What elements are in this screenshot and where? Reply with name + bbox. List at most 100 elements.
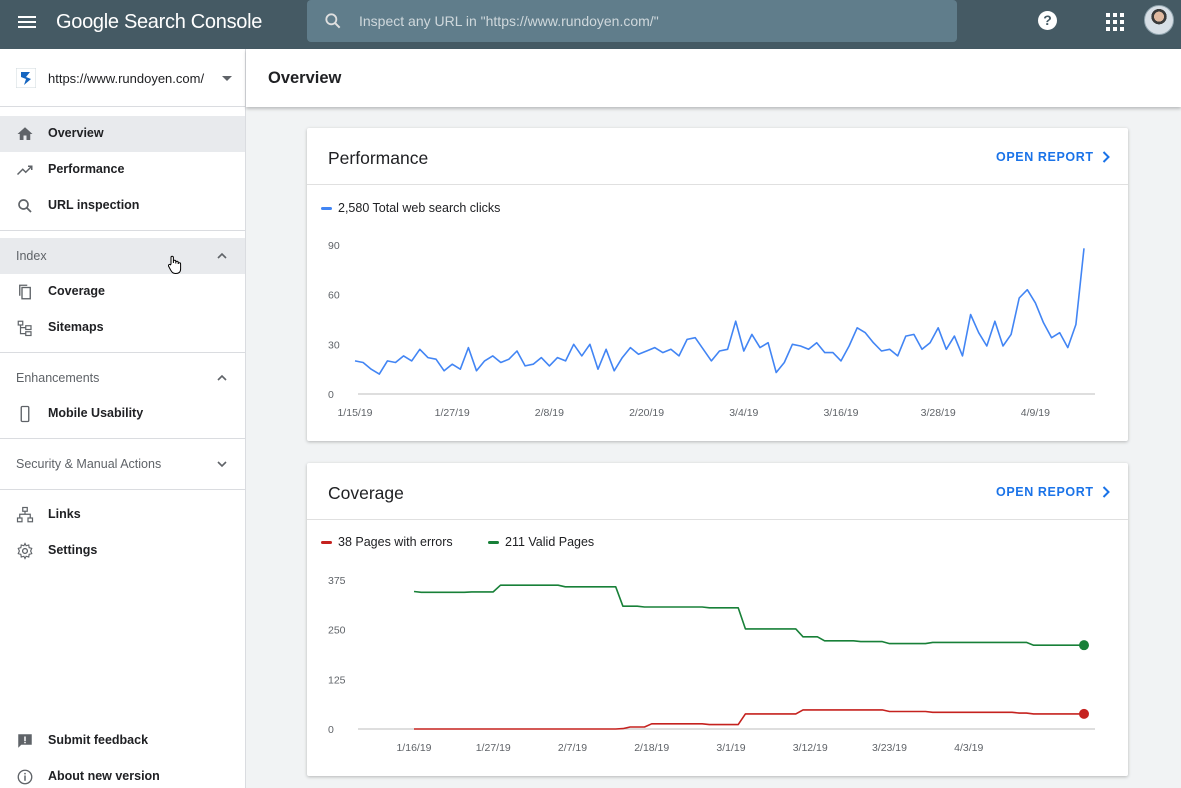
- sidebar-item-label: URL inspection: [48, 198, 140, 212]
- x-tick-label: 3/1/19: [716, 742, 745, 754]
- search-icon: [18, 199, 32, 213]
- x-tick-label: 1/27/19: [435, 407, 470, 419]
- sidebar-item-sitemaps[interactable]: Sitemaps: [0, 310, 245, 346]
- legend-swatch: [321, 206, 332, 210]
- divider: [0, 352, 245, 353]
- coverage-chart: 375 250 125 0 1/16/19 1/27/19 2/7/19 2/18/19 3/1…: [328, 575, 1095, 754]
- series-line-pages-with-errors: [414, 709, 1084, 730]
- sidebar-item-overview[interactable]: Overview: [0, 116, 245, 152]
- x-tick-label: 1/27/19: [476, 742, 511, 754]
- search-icon: [325, 13, 341, 29]
- y-tick-label: 125: [328, 674, 346, 686]
- legend-swatch: [321, 540, 332, 544]
- y-tick-label: 0: [328, 389, 334, 401]
- y-tick-label: 60: [328, 290, 340, 302]
- apps-grid-icon[interactable]: [1106, 13, 1124, 31]
- legend-label: 2,580 Total web search clicks: [338, 201, 501, 215]
- sidebar-item-performance[interactable]: Performance: [0, 152, 245, 188]
- legend-clicks[interactable]: 2,580 Total web search clicks: [321, 201, 500, 215]
- y-tick-label: 375: [328, 575, 346, 587]
- help-icon[interactable]: ?: [1038, 11, 1057, 30]
- card-divider: [307, 519, 1128, 520]
- sidebar-item-coverage[interactable]: Coverage: [0, 274, 245, 310]
- series-line-total-web-search-clicks: [354, 248, 1085, 375]
- sidebar-item-label: About new version: [48, 769, 160, 783]
- legend-label: 211 Valid Pages: [505, 535, 595, 549]
- card-title: Performance: [328, 148, 429, 168]
- section-index-header[interactable]: Index: [0, 238, 245, 274]
- series-line-valid-pages: [413, 584, 1084, 646]
- x-tick-label: 2/7/19: [558, 742, 587, 754]
- open-report-button[interactable]: OPEN REPORT: [996, 150, 1110, 164]
- legend-label: 38 Pages with errors: [338, 535, 453, 549]
- section-security-header[interactable]: Security & Manual Actions: [0, 446, 245, 482]
- home-icon: [17, 127, 33, 140]
- property-selector[interactable]: https://www.rundoyen.com/: [0, 49, 245, 107]
- sidebar-item-mobile-usability[interactable]: Mobile Usability: [0, 396, 245, 432]
- app-brand[interactable]: Google Search Console: [56, 11, 263, 33]
- legend-valid[interactable]: 211 Valid Pages: [488, 535, 594, 549]
- url-inspect-search[interactable]: [307, 0, 957, 42]
- x-tick-label: 2/18/19: [634, 742, 669, 754]
- x-tick-label: 3/12/19: [793, 742, 828, 754]
- open-report-label: OPEN REPORT: [996, 485, 1094, 499]
- sidebar-item-links[interactable]: Links: [0, 497, 245, 533]
- copy-icon: [19, 284, 31, 300]
- open-report-button[interactable]: OPEN REPORT: [996, 485, 1110, 499]
- gear-icon: [17, 542, 33, 560]
- section-label: Enhancements: [16, 371, 100, 385]
- chevron-up-icon: [217, 374, 227, 381]
- x-tick-label: 3/23/19: [872, 742, 907, 754]
- card-title: Coverage: [328, 483, 404, 503]
- sidebar-item-label: Coverage: [48, 284, 105, 298]
- divider: [0, 438, 245, 439]
- sidebar-item-settings[interactable]: Settings: [0, 533, 245, 569]
- links-icon: [16, 506, 34, 523]
- sidebar: https://www.rundoyen.com/ Overview Perfo…: [0, 49, 246, 788]
- legend-swatch: [488, 540, 499, 544]
- phone-icon: [20, 405, 30, 423]
- top-app-bar: Google Search Console ?: [0, 0, 1181, 49]
- chevron-right-icon: [1102, 486, 1110, 498]
- sidebar-item-about-new-version[interactable]: About new version: [0, 759, 245, 788]
- x-tick-label: 1/15/19: [337, 407, 372, 419]
- x-tick-label: 2/8/19: [535, 407, 564, 419]
- y-tick-label: 30: [328, 339, 340, 351]
- menu-icon[interactable]: [16, 13, 38, 35]
- property-url: https://www.rundoyen.com/: [48, 71, 205, 86]
- divider: [0, 230, 245, 231]
- avatar[interactable]: [1144, 5, 1174, 35]
- chevron-right-icon: [1102, 151, 1110, 163]
- x-tick-label: 3/16/19: [823, 407, 858, 419]
- sidebar-item-label: Mobile Usability: [48, 406, 144, 420]
- divider: [0, 489, 245, 490]
- trending-up-icon: [16, 165, 33, 176]
- x-tick-label: 1/16/19: [396, 742, 431, 754]
- sidebar-item-label: Settings: [48, 543, 98, 557]
- page-header: Overview: [246, 49, 1181, 107]
- card-divider: [307, 184, 1128, 185]
- hand-cursor-icon: [167, 255, 182, 275]
- series-end-point: [1079, 708, 1089, 719]
- sidebar-item-label: Overview: [48, 126, 104, 140]
- section-enhancements-header[interactable]: Enhancements: [0, 360, 245, 396]
- page-title: Overview: [268, 69, 342, 87]
- x-tick-label: 4/9/19: [1021, 407, 1050, 419]
- sidebar-item-submit-feedback[interactable]: Submit feedback: [0, 723, 245, 759]
- search-input[interactable]: [359, 13, 939, 29]
- sidebar-item-label: Links: [48, 507, 81, 521]
- legend-errors[interactable]: 38 Pages with errors: [321, 535, 453, 549]
- performance-chart: 90 60 30 01/15/19 1/27/19 2/8/19 2/20/19 3/4/19…: [328, 240, 1095, 419]
- sidebar-item-url-inspection[interactable]: URL inspection: [0, 188, 245, 224]
- x-tick-label: 2/20/19: [629, 407, 664, 419]
- x-tick-label: 3/28/19: [921, 407, 956, 419]
- open-report-label: OPEN REPORT: [996, 150, 1094, 164]
- x-tick-label: 4/3/19: [954, 742, 983, 754]
- x-tick-label: 3/4/19: [729, 407, 758, 419]
- chevron-up-icon: [217, 252, 227, 259]
- info-icon: [17, 769, 33, 785]
- feedback-icon: [18, 734, 32, 748]
- sidebar-item-label: Sitemaps: [48, 320, 104, 334]
- dropdown-caret-icon[interactable]: [222, 76, 232, 81]
- sitemap-icon: [17, 320, 32, 337]
